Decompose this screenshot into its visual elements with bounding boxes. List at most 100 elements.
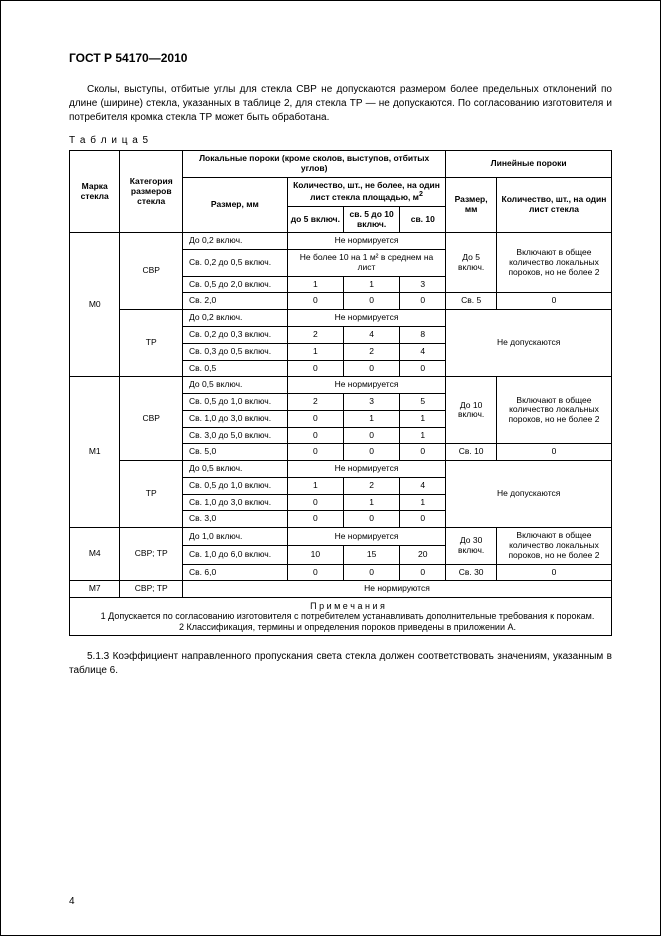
cell-val: 2	[287, 394, 343, 411]
table-row: М4 СВР; ТР До 1,0 включ. Не нормируется …	[70, 528, 612, 546]
cell-sv30: Св. 30	[446, 564, 497, 581]
th-qty-linear: Количество, шт., на один лист стекла	[496, 177, 611, 233]
cell-val: 0	[287, 494, 343, 511]
cell-val: 0	[343, 444, 399, 461]
cell-svrtr: СВР; ТР	[120, 581, 183, 598]
cell-size: Св. 0,2 до 0,5 включ.	[183, 250, 288, 277]
cell-nenorm-pl: Не нормируются	[183, 581, 612, 598]
cell-val: 0	[400, 511, 446, 528]
th-local: Локальные пороки (кроме сколов, выступов…	[183, 151, 446, 178]
page-number: 4	[69, 896, 75, 907]
cell-val: 0	[287, 427, 343, 444]
cell-val: 4	[400, 477, 446, 494]
cell-val: 0	[343, 293, 399, 310]
th-marka: Марка стекла	[70, 151, 120, 233]
cell-size: Св. 0,2 до 0,3 включ.	[183, 327, 288, 344]
cell-size: До 0,2 включ.	[183, 310, 288, 327]
cell-do30v: До 30 включ.	[446, 528, 497, 564]
cell-val: 0	[287, 360, 343, 377]
cell-val: 3	[400, 276, 446, 293]
after-paragraph: 5.1.3 Коэффициент направленного пропуска…	[69, 650, 612, 678]
cell-nenorm: Не нормируется	[287, 528, 446, 546]
table-notes: П р и м е ч а н и я 1 Допускается по сог…	[70, 598, 612, 636]
intro-paragraph: Сколы, выступы, отбитые углы для стекла …	[69, 83, 612, 125]
cell-val: 1	[343, 494, 399, 511]
cell-zero: 0	[496, 564, 611, 581]
cell-val: 0	[400, 360, 446, 377]
cell-val: 20	[400, 546, 446, 564]
cell-val: 1	[287, 477, 343, 494]
cell-val: 4	[400, 343, 446, 360]
cell-vkl: Включают в общее количество локальных по…	[496, 377, 611, 444]
cell-val: 0	[343, 427, 399, 444]
table-row: ТР До 0,2 включ. Не нормируется Не допус…	[70, 310, 612, 327]
cell-val: 1	[343, 410, 399, 427]
cell-svr: СВР	[120, 377, 183, 461]
cell-m7: М7	[70, 581, 120, 598]
cell-val: 1	[400, 494, 446, 511]
cell-sv5: Св. 5	[446, 293, 497, 310]
cell-val: 2	[343, 343, 399, 360]
th-qty-local: Количество, шт., не более, на один лист …	[287, 177, 446, 206]
cell-val: 2	[343, 477, 399, 494]
note-2: 2 Классификация, термины и определения п…	[73, 622, 608, 632]
th-sub2: св. 5 до 10 включ.	[343, 206, 399, 233]
cell-val: 0	[400, 293, 446, 310]
cell-size: Св. 5,0	[183, 444, 288, 461]
cell-size: Св. 0,5 до 1,0 включ.	[183, 394, 288, 411]
th-size-local: Размер, мм	[183, 177, 288, 233]
cell-val: 1	[400, 410, 446, 427]
cell-size: До 1,0 включ.	[183, 528, 288, 546]
cell-m1: М1	[70, 377, 120, 528]
table-row: М0 СВР До 0,2 включ. Не нормируется До 5…	[70, 233, 612, 250]
cell-size: Св. 2,0	[183, 293, 288, 310]
cell-val: 0	[287, 293, 343, 310]
cell-vkl: Включают в общее количество локальных по…	[496, 233, 611, 293]
cell-val: 0	[287, 410, 343, 427]
th-category: Категория размеров стекла	[120, 151, 183, 233]
cell-val: 0	[287, 511, 343, 528]
cell-val: 8	[400, 327, 446, 344]
cell-zero: 0	[496, 293, 611, 310]
cell-do5v: До 5 включ.	[446, 233, 497, 293]
cell-val: 0	[343, 564, 399, 581]
cell-nenorm: Не нормируется	[287, 233, 446, 250]
cell-val: 1	[287, 343, 343, 360]
cell-nedop: Не допускаются	[446, 310, 612, 377]
cell-val: 3	[343, 394, 399, 411]
cell-tr: ТР	[120, 310, 183, 377]
cell-val: 4	[343, 327, 399, 344]
cell-size: До 0,5 включ.	[183, 461, 288, 478]
cell-val: 10	[287, 546, 343, 564]
cell-svrtr: СВР; ТР	[120, 528, 183, 581]
cell-val: 0	[343, 511, 399, 528]
cell-nb10: Не более 10 на 1 м² в среднем на лист	[287, 250, 446, 277]
th-size-linear: Размер, мм	[446, 177, 497, 233]
table-row: ТР До 0,5 включ. Не нормируется Не допус…	[70, 461, 612, 478]
cell-m0: М0	[70, 233, 120, 377]
cell-val: 0	[400, 444, 446, 461]
cell-svr: СВР	[120, 233, 183, 310]
cell-sv10: Св. 10	[446, 444, 497, 461]
cell-size: Св. 0,5	[183, 360, 288, 377]
table-notes-row: П р и м е ч а н и я 1 Допускается по сог…	[70, 598, 612, 636]
cell-val: 0	[287, 564, 343, 581]
cell-do10v: До 10 включ.	[446, 377, 497, 444]
cell-m4: М4	[70, 528, 120, 581]
cell-size: Св. 6,0	[183, 564, 288, 581]
cell-val: 0	[400, 564, 446, 581]
cell-size: Св. 1,0 до 3,0 включ.	[183, 494, 288, 511]
cell-size: Св. 1,0 до 3,0 включ.	[183, 410, 288, 427]
cell-size: До 0,2 включ.	[183, 233, 288, 250]
cell-val: 1	[400, 427, 446, 444]
cell-nenorm: Не нормируется	[287, 377, 446, 394]
cell-val: 1	[287, 276, 343, 293]
note-1: 1 Допускается по согласованию изготовите…	[73, 611, 608, 621]
cell-val: 15	[343, 546, 399, 564]
cell-size: Св. 3,0 до 5,0 включ.	[183, 427, 288, 444]
table-row: М7 СВР; ТР Не нормируются	[70, 581, 612, 598]
cell-nedop: Не допускаются	[446, 461, 612, 528]
cell-vkl: Включают в общее количество локальных по…	[496, 528, 611, 564]
table-caption: Т а б л и ц а 5	[69, 135, 612, 146]
cell-val: 1	[343, 276, 399, 293]
